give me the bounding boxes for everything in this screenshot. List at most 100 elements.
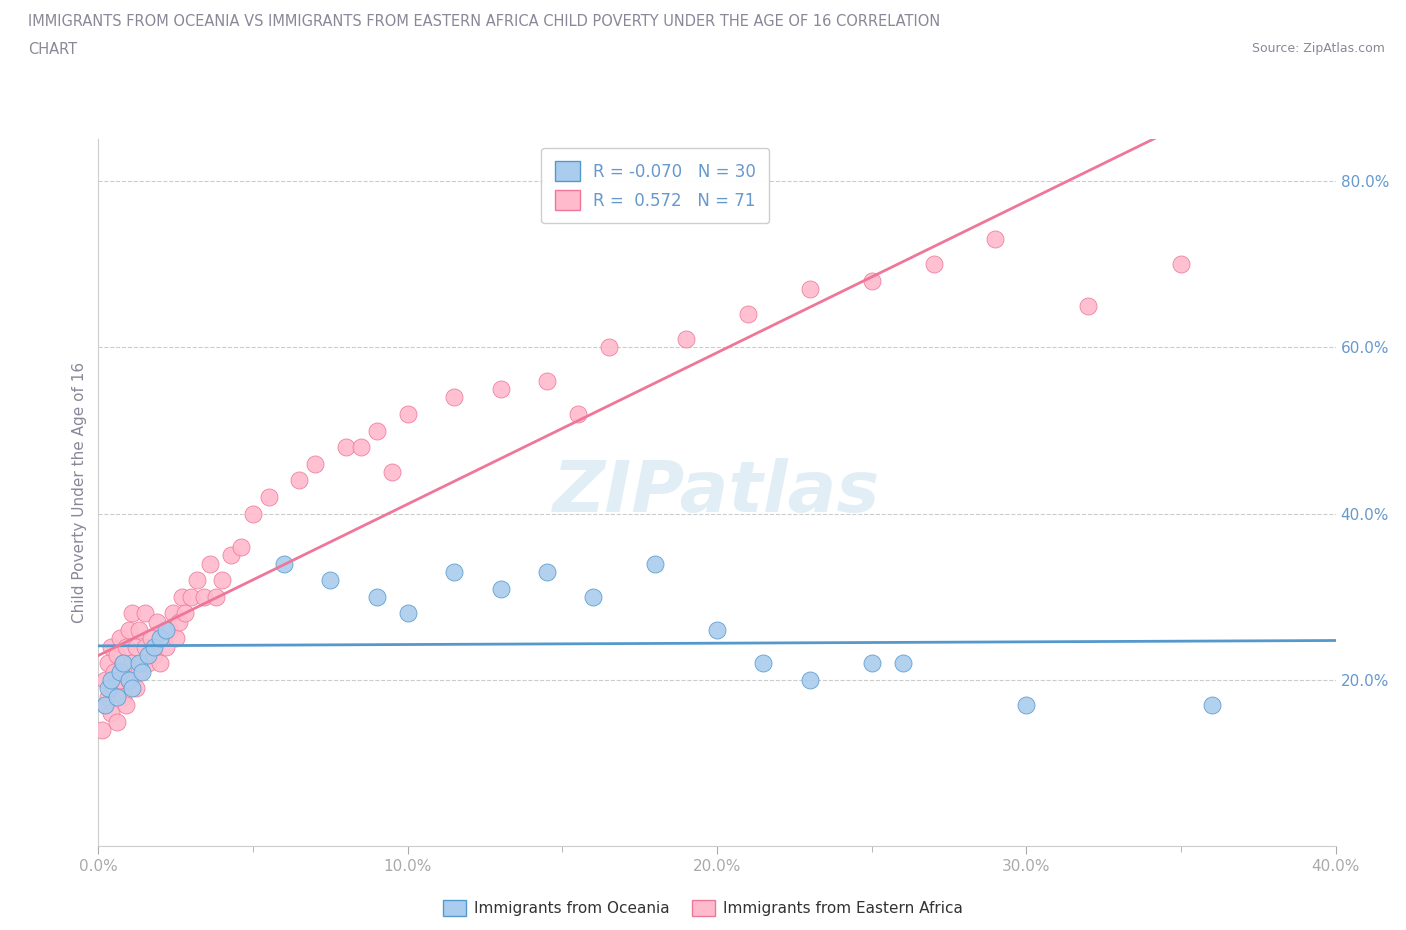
Point [1077,299,1099,313]
Point [100,672,122,687]
Point [582,590,605,604]
Point [121,656,143,671]
Point [170,590,193,604]
Y-axis label: Child Poverty Under the Age of 16: Child Poverty Under the Age of 16 [72,363,87,623]
Point [105,714,128,729]
Point [396,606,419,621]
Point [752,656,775,671]
Point [97,689,120,704]
Point [118,623,141,638]
Text: IMMIGRANTS FROM OCEANIA VS IMMIGRANTS FROM EASTERN AFRICA CHILD POVERTY UNDER TH: IMMIGRANTS FROM OCEANIA VS IMMIGRANTS FR… [28,14,941,29]
Point [112,689,135,704]
Point [186,573,208,588]
Point [257,489,280,504]
Point [350,440,373,455]
Point [105,647,128,662]
Point [143,639,166,654]
Point [799,672,821,687]
Point [124,639,146,654]
Point [121,606,143,621]
Point [93,672,115,687]
Point [139,631,162,645]
Text: Source: ZipAtlas.com: Source: ZipAtlas.com [1251,42,1385,55]
Point [103,681,125,696]
Text: CHART: CHART [28,42,77,57]
Point [115,639,138,654]
Point [737,307,759,322]
Point [381,465,404,480]
Text: ZIPatlas: ZIPatlas [554,458,880,527]
Point [304,457,326,472]
Point [108,672,131,687]
Point [131,664,153,679]
Point [128,664,150,679]
Point [799,282,821,297]
Point [273,556,295,571]
Point [174,606,197,621]
Point [167,615,190,630]
Point [152,631,174,645]
Point [193,590,215,604]
Point [922,257,945,272]
Point [134,639,156,654]
Point [112,656,135,671]
Point [221,548,243,563]
Point [155,623,177,638]
Point [180,590,202,604]
Point [891,656,914,671]
Point [860,656,883,671]
Point [489,381,512,396]
Point [366,590,388,604]
Point [675,332,697,347]
Point [242,506,264,521]
Point [124,681,146,696]
Point [211,573,233,588]
Point [97,681,120,696]
Point [128,623,150,638]
Point [198,556,221,571]
Point [103,664,125,679]
Point [90,723,112,737]
Point [121,681,143,696]
Legend: R = -0.070   N = 30, R =  0.572   N = 71: R = -0.070 N = 30, R = 0.572 N = 71 [541,148,769,223]
Point [165,631,187,645]
Point [159,623,181,638]
Point [443,565,465,579]
Point [136,656,159,671]
Point [319,573,342,588]
Point [396,406,419,421]
Point [149,631,172,645]
Point [489,581,512,596]
Point [1015,698,1038,712]
Point [131,656,153,671]
Point [118,672,141,687]
Point [108,631,131,645]
Point [105,689,128,704]
Point [112,656,135,671]
Point [97,656,120,671]
Point [155,639,177,654]
Point [335,440,357,455]
Point [229,539,252,554]
Point [93,698,115,712]
Point [118,672,141,687]
Point [598,340,620,355]
Point [162,606,184,621]
Point [149,656,172,671]
Point [443,390,465,405]
Point [205,590,228,604]
Point [366,423,388,438]
Point [128,656,150,671]
Point [860,273,883,288]
Point [100,639,122,654]
Point [115,698,138,712]
Legend: Immigrants from Oceania, Immigrants from Eastern Africa: Immigrants from Oceania, Immigrants from… [437,894,969,923]
Point [136,647,159,662]
Point [567,406,589,421]
Point [536,565,558,579]
Point [644,556,666,571]
Point [143,647,166,662]
Point [1170,257,1192,272]
Point [134,606,156,621]
Point [984,232,1007,246]
